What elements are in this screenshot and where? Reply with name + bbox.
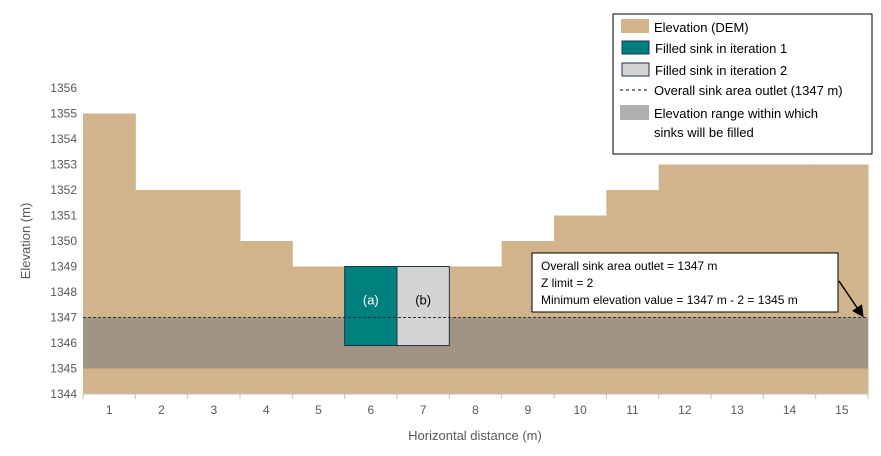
y-tick-label: 1354 (50, 132, 77, 146)
y-axis-label: Elevation (m) (18, 203, 33, 280)
x-tick-label: 9 (524, 403, 531, 417)
filled-sink-bar (344, 266, 398, 347)
x-tick-label: 1 (106, 403, 113, 417)
legend-swatch-sink2 (621, 62, 650, 77)
legend-label: Filled sink in iteration 1 (655, 41, 787, 56)
legend-swatch-sink1 (621, 40, 650, 55)
y-tick-label: 1355 (50, 107, 77, 121)
x-tick-label: 12 (678, 403, 692, 417)
annotation-arrow (838, 280, 864, 318)
x-tick-label: 13 (730, 403, 744, 417)
x-tick-label: 8 (472, 403, 479, 417)
annotation-line: Z limit = 2 (541, 276, 594, 290)
x-tick-label: 4 (263, 403, 270, 417)
filled-sink-bar (396, 266, 450, 347)
y-tick-label: 1347 (50, 311, 77, 325)
y-tick-label: 1350 (50, 234, 77, 248)
x-tick-label: 11 (626, 403, 639, 417)
legend-label: Filled sink in iteration 2 (655, 63, 787, 78)
plot-area: (a) (b) (83, 113, 869, 394)
axes: 1344134513461347134813491350135113521353… (50, 81, 869, 417)
x-tick-label: 7 (420, 403, 427, 417)
x-axis-label: Horizontal distance (m) (408, 428, 542, 443)
y-tick-label: 1346 (50, 336, 77, 350)
legend-swatch-elevation (621, 19, 649, 33)
annotation-line: Minimum elevation value = 1347 m - 2 = 1… (541, 293, 798, 307)
x-tick-label: 3 (210, 403, 217, 417)
legend-label: Elevation (DEM) (654, 20, 749, 35)
annotation-line: Overall sink area outlet = 1347 m (541, 259, 717, 273)
y-tick-label: 1351 (50, 209, 77, 223)
sink-label: (a) (363, 293, 379, 308)
x-tick-label: 15 (835, 403, 849, 417)
y-tick-label: 1352 (50, 183, 77, 197)
fill-range-band (83, 317, 868, 369)
annotation-box: Overall sink area outlet = 1347 m Z limi… (531, 252, 864, 318)
x-tick-label: 5 (315, 403, 322, 417)
x-tick-label: 10 (573, 403, 587, 417)
legend: Elevation (DEM) Filled sink in iteration… (612, 13, 873, 155)
x-tick-label: 6 (367, 403, 374, 417)
y-tick-label: 1344 (50, 387, 77, 401)
y-tick-label: 1356 (50, 81, 77, 95)
x-tick-label: 14 (783, 403, 797, 417)
sink-label: (b) (415, 293, 431, 308)
x-tick-label: 2 (158, 403, 165, 417)
y-tick-label: 1349 (50, 260, 77, 274)
y-tick-label: 1348 (50, 285, 77, 299)
y-tick-label: 1353 (50, 158, 77, 172)
legend-label: sinks will be filled (654, 125, 754, 140)
y-tick-label: 1345 (50, 362, 77, 376)
legend-label: Overall sink area outlet (1347 m) (654, 83, 843, 98)
legend-label: Elevation range within which (654, 106, 818, 121)
legend-swatch-range (620, 105, 649, 120)
